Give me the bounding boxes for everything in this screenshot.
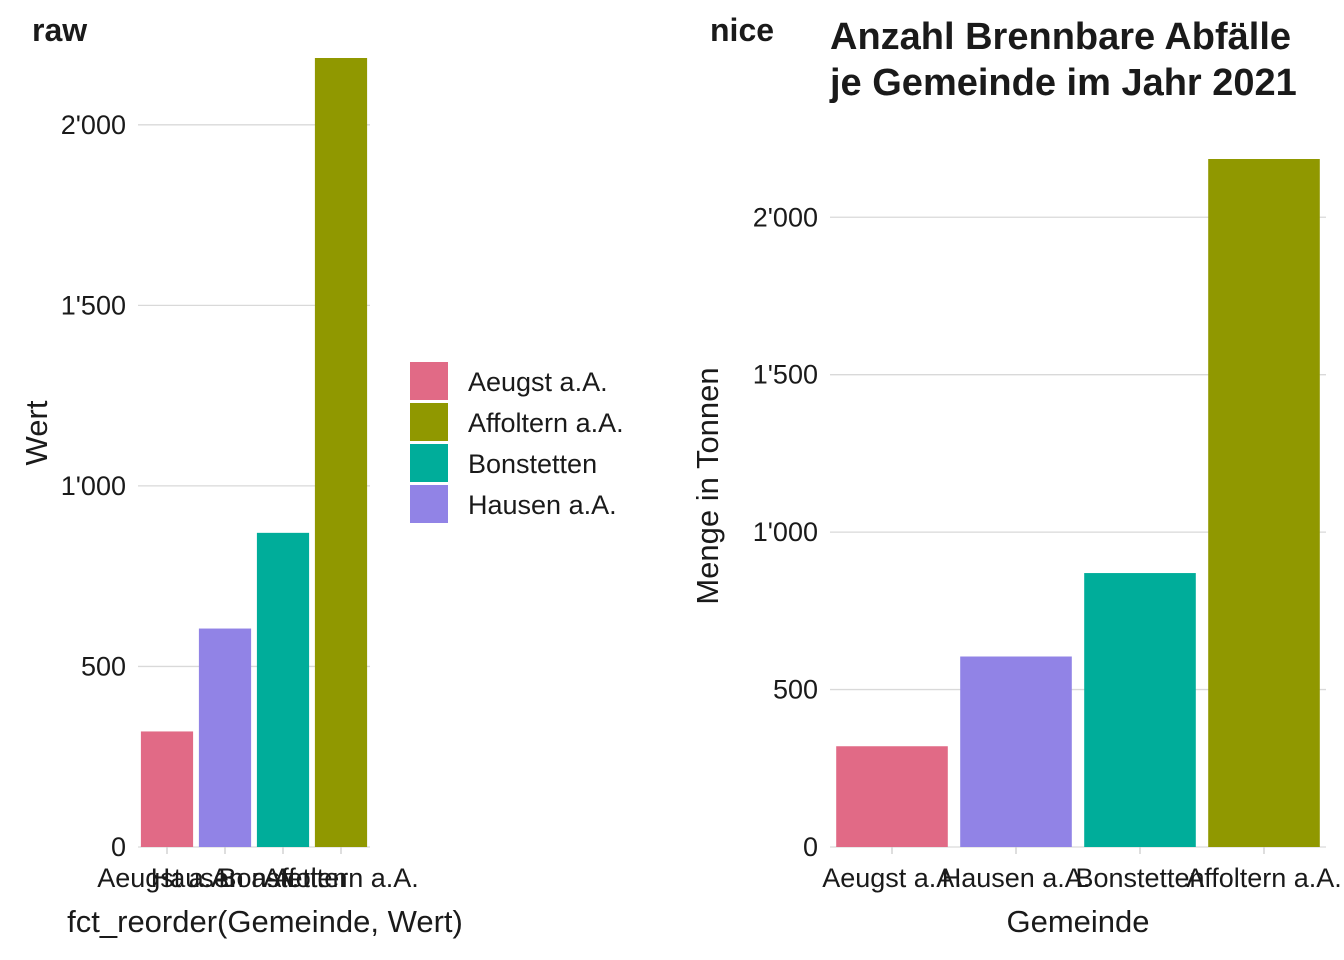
right-bar <box>1084 573 1196 847</box>
left-x-tick-label: Aeugst a.A. <box>97 863 237 893</box>
right-bar <box>836 746 948 847</box>
left-y-tick-label: 1'000 <box>61 471 126 501</box>
left-legend-label: Aeugst a.A. <box>468 367 608 397</box>
right-y-tick-label: 0 <box>803 832 818 862</box>
left-y-tick-label: 2'000 <box>61 110 126 140</box>
left-bar <box>198 628 252 847</box>
right-y-tick-label: 2'000 <box>753 202 818 232</box>
left-legend-swatch <box>410 485 448 523</box>
left-legend-label: Bonstetten <box>468 449 597 479</box>
raw-x-tick-labels: Aeugst a.A.Hausen a.A.BonstettenAffolter… <box>97 847 419 893</box>
right-y-tick-label: 1'000 <box>753 517 818 547</box>
left-x-tick-label: Bonstetten <box>218 863 347 893</box>
right-y-tick-label: 1'500 <box>753 360 818 390</box>
left-bar <box>314 58 368 847</box>
raw-x-axis-title: fct_reorder(Gemeinde, Wert) <box>67 904 463 939</box>
left-bar <box>256 532 310 847</box>
left-x-tick-label: Hausen a.A. <box>151 863 300 893</box>
left-y-tick-label: 0 <box>111 832 126 862</box>
right-x-tick-label: Hausen a.A. <box>942 863 1091 893</box>
left-legend-swatch <box>410 362 448 400</box>
left-legend-label: Affoltern a.A. <box>468 408 624 438</box>
raw-y-axis-title: Wert <box>19 400 54 465</box>
nice-panel-tag: nice <box>710 12 774 48</box>
nice-x-axis-title: Gemeinde <box>1006 904 1149 939</box>
right-bar <box>960 656 1072 847</box>
right-bar <box>1208 159 1320 847</box>
raw-panel-tag: raw <box>32 12 87 48</box>
nice-x-tick-labels: Aeugst a.A.Hausen a.A.BonstettenAffolter… <box>822 847 1342 893</box>
right-x-tick-label: Bonstetten <box>1075 863 1204 893</box>
right-x-tick-label: Affoltern a.A. <box>1186 863 1342 893</box>
nice-y-axis-title: Menge in Tonnen <box>690 367 725 604</box>
nice-title-line-2: je Gemeinde im Jahr 2021 <box>829 62 1297 104</box>
nice-title-line-1: Anzahl Brennbare Abfälle <box>830 16 1291 58</box>
nice-panel: nice Anzahl Brennbare Abfälle je Gemeind… <box>690 12 1342 939</box>
left-bar <box>140 731 194 847</box>
nice-bars <box>836 159 1320 847</box>
left-y-tick-label: 500 <box>81 651 126 681</box>
nice-y-tick-labels: 0 500 1'000 1'500 2'000 <box>753 202 818 862</box>
left-legend-label: Hausen a.A. <box>468 490 617 520</box>
left-legend-swatch <box>410 403 448 441</box>
left-x-tick-label: Affoltern a.A. <box>263 863 419 893</box>
right-y-tick-label: 500 <box>773 675 818 705</box>
left-legend-swatch <box>410 444 448 482</box>
left-y-tick-label: 1'500 <box>61 290 126 320</box>
raw-legend: Aeugst a.A. Affoltern a.A. Bonstetten Hause… <box>410 362 624 523</box>
raw-y-tick-labels: 0 500 1'000 1'500 2'000 <box>61 110 126 862</box>
right-x-tick-label: Aeugst a.A. <box>822 863 962 893</box>
raw-bars <box>140 58 368 847</box>
